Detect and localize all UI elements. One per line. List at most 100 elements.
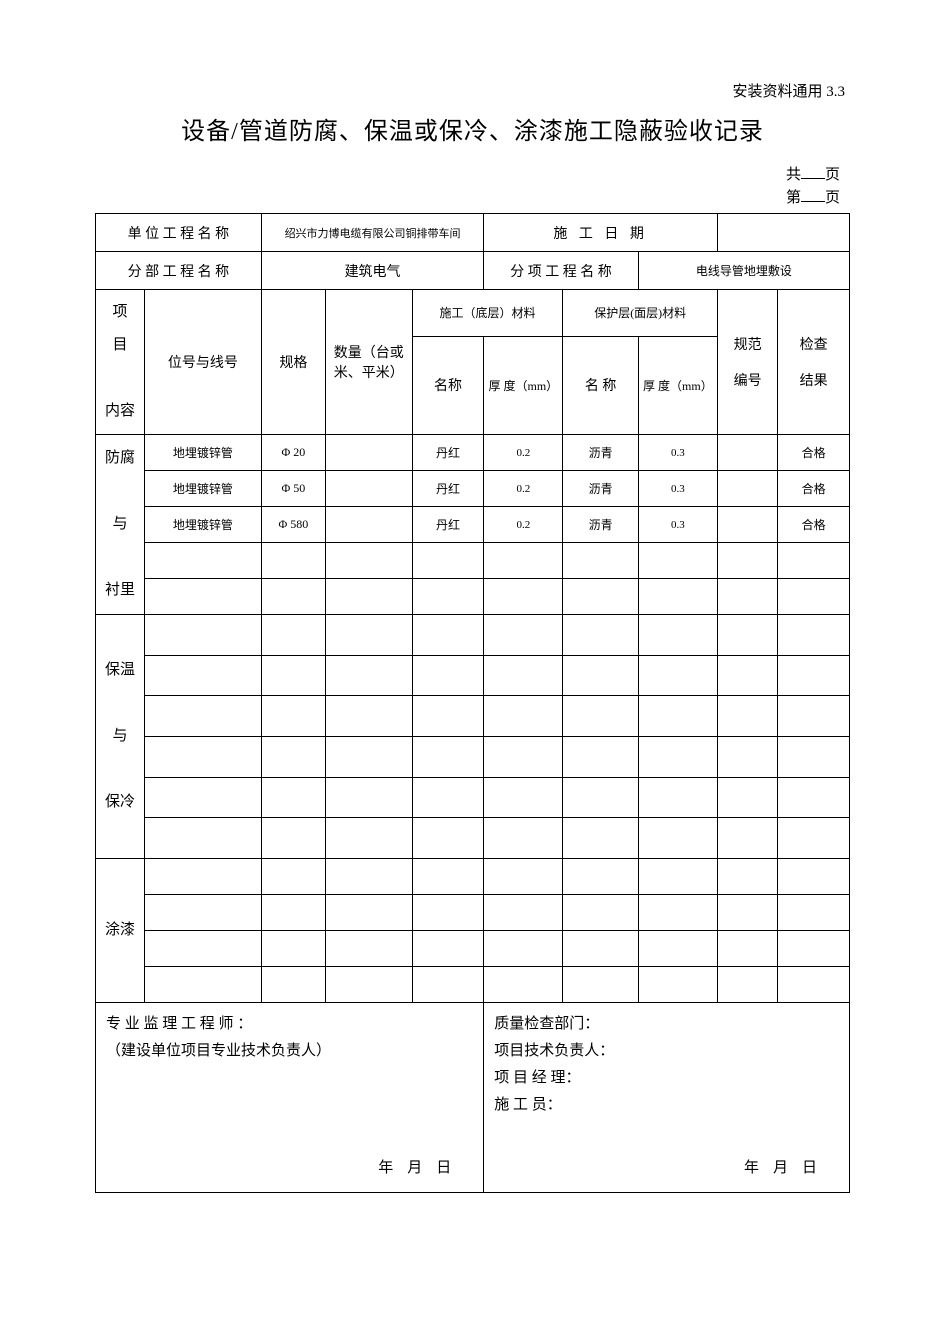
cell: 丹红 (412, 507, 484, 543)
cell (717, 507, 777, 543)
cell: 地埋镀锌管 (145, 507, 262, 543)
cell (145, 736, 262, 777)
cell (717, 435, 777, 471)
cell (145, 579, 262, 615)
date-label: 施 工 日 期 (484, 214, 718, 252)
cell (484, 895, 563, 931)
cell (563, 579, 638, 615)
cell (638, 579, 717, 615)
table-row: 涂漆 (96, 859, 850, 895)
cell (638, 818, 717, 859)
col-top-thk: 厚 度（mm） (638, 336, 717, 435)
sig-left-line2: （建设单位项目专业技术负责人） (106, 1038, 473, 1065)
cell (261, 859, 325, 895)
cell (484, 579, 563, 615)
cell (261, 736, 325, 777)
cell (145, 777, 262, 818)
table-row (96, 543, 850, 579)
page-suffix-2: 页 (825, 190, 840, 206)
cell (717, 859, 777, 895)
cell (638, 615, 717, 656)
cell (325, 967, 412, 1003)
cell (638, 931, 717, 967)
cell: Φ 20 (261, 435, 325, 471)
cell (261, 696, 325, 737)
sig-right-line3: 项 目 经 理： (494, 1065, 839, 1092)
cell (717, 696, 777, 737)
doc-code: 安装资料通用 3.3 (95, 80, 850, 101)
section-label: 分 部 工 程 名 称 (96, 252, 262, 290)
cell (778, 696, 850, 737)
cell (412, 818, 484, 859)
cell (484, 615, 563, 656)
cell (778, 736, 850, 777)
table-row: 防腐与衬里 地埋镀锌管 Φ 20 丹红 0.2 沥青 0.3 合格 (96, 435, 850, 471)
cell (325, 777, 412, 818)
col-spec: 规格 (261, 290, 325, 435)
cell: 沥青 (563, 471, 638, 507)
cell (563, 615, 638, 656)
cell (412, 895, 484, 931)
cell (638, 859, 717, 895)
cell (717, 471, 777, 507)
cell (484, 818, 563, 859)
cell (145, 696, 262, 737)
cell (638, 543, 717, 579)
sig-right-date: 年月日 (744, 1155, 831, 1182)
cell (412, 543, 484, 579)
proj-name-label: 单 位 工 程 名 称 (96, 214, 262, 252)
cell (325, 507, 412, 543)
table-row (96, 579, 850, 615)
cell (412, 579, 484, 615)
cell (325, 818, 412, 859)
cell (563, 543, 638, 579)
cell: 0.3 (638, 435, 717, 471)
cell (717, 579, 777, 615)
cell (325, 696, 412, 737)
cell (325, 615, 412, 656)
cell: 合格 (778, 471, 850, 507)
cell (412, 859, 484, 895)
table-row (96, 655, 850, 696)
cell (325, 543, 412, 579)
table-row (96, 895, 850, 931)
cell (717, 655, 777, 696)
cell (717, 777, 777, 818)
cell: 地埋镀锌管 (145, 435, 262, 471)
col-top-name: 名 称 (563, 336, 638, 435)
sig-left-line1: 专 业 监 理 工 程 师 ： (106, 1011, 473, 1038)
page-suffix-1: 页 (825, 167, 840, 183)
col-base-thk: 厚 度（mm） (484, 336, 563, 435)
cell: 0.2 (484, 435, 563, 471)
table-row (96, 777, 850, 818)
date-value (717, 214, 849, 252)
cell (261, 777, 325, 818)
cell (145, 655, 262, 696)
col-base-group: 施工（底层）材料 (412, 290, 563, 337)
col-result: 检查结果 (778, 290, 850, 435)
cell (563, 931, 638, 967)
cell (638, 736, 717, 777)
cell (261, 579, 325, 615)
cell (717, 931, 777, 967)
cell (145, 931, 262, 967)
cell (717, 895, 777, 931)
cell: Φ 50 (261, 471, 325, 507)
cell (145, 859, 262, 895)
section-value: 建筑电气 (261, 252, 483, 290)
cell (261, 818, 325, 859)
cell (778, 859, 850, 895)
sig-right-line1: 质量检查部门： (494, 1011, 839, 1038)
page-current-label: 第 (786, 190, 801, 206)
table-row (96, 931, 850, 967)
cell: 合格 (778, 507, 850, 543)
cell: 0.2 (484, 471, 563, 507)
cell (261, 895, 325, 931)
item-label: 分 项 工 程 名 称 (484, 252, 639, 290)
table-row (96, 818, 850, 859)
page-info: 共页 第页 (786, 164, 850, 209)
cell: 沥青 (563, 435, 638, 471)
cell (261, 655, 325, 696)
col-qty: 数量（台或米、平米） (325, 290, 412, 435)
cell (412, 655, 484, 696)
